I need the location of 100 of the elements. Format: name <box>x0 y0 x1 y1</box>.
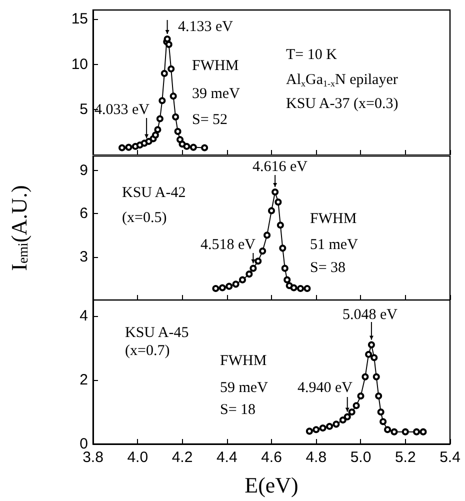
point <box>118 144 126 152</box>
annotation: 5.048 eV <box>342 307 398 323</box>
y-tick-label: 15 <box>71 10 88 28</box>
point <box>332 420 340 428</box>
point <box>377 408 384 416</box>
point <box>212 284 220 292</box>
point <box>402 428 409 436</box>
x-tick-label: 4.6 <box>261 449 282 466</box>
annotation: 4.033 eV <box>94 102 150 118</box>
point <box>319 424 326 432</box>
point <box>250 264 257 272</box>
annotation: KSU A-45 <box>125 325 189 341</box>
point <box>375 392 382 400</box>
annotation: 4.616 eV <box>252 159 308 175</box>
point <box>304 284 311 292</box>
y-tick-label: 4 <box>80 308 88 324</box>
point <box>352 402 360 410</box>
annotation: 59 meV <box>220 380 268 396</box>
point <box>370 354 378 362</box>
annotation: S= 38 <box>310 260 346 276</box>
annotation: (x=0.7) <box>125 343 170 359</box>
annotation: KSU A-42 <box>122 185 186 201</box>
point <box>268 207 275 214</box>
point <box>154 126 162 134</box>
point <box>183 142 190 150</box>
point <box>164 36 171 42</box>
point <box>232 280 240 288</box>
point <box>344 413 351 420</box>
point <box>165 40 172 48</box>
point <box>274 198 282 206</box>
point <box>384 426 392 434</box>
point <box>176 136 184 144</box>
point <box>264 232 271 239</box>
annotation: T= 10 K <box>286 47 338 63</box>
point <box>284 276 291 284</box>
annotation: 4.133 eV <box>178 19 234 35</box>
point <box>190 144 197 151</box>
point <box>290 284 298 292</box>
point <box>125 144 132 151</box>
point <box>172 113 180 120</box>
x-tick-label: 5.0 <box>350 449 372 466</box>
point <box>145 138 152 145</box>
annotation: FWHM <box>310 211 357 227</box>
point <box>368 341 375 348</box>
annotation: S= 18 <box>220 402 256 418</box>
point <box>326 422 334 430</box>
y-axis-title: Iemi(A.U.) <box>6 185 32 271</box>
point <box>372 373 380 380</box>
annotation: 39 meV <box>192 86 240 102</box>
annotation: S= 52 <box>192 112 228 128</box>
annotation: FWHM <box>220 353 267 369</box>
point <box>380 418 387 426</box>
point <box>160 70 168 77</box>
point <box>286 282 293 290</box>
annotation: (x=0.5) <box>122 210 167 226</box>
point <box>168 65 175 72</box>
point <box>152 132 159 139</box>
point <box>201 144 208 152</box>
point <box>339 416 346 424</box>
point <box>365 350 372 358</box>
y-tick-label: 3 <box>80 248 88 266</box>
x-tick-label: 4.4 <box>216 449 238 466</box>
x-axis-title: E(eV) <box>244 472 298 498</box>
point <box>158 97 166 104</box>
y-tick-label: 10 <box>71 56 88 73</box>
point <box>390 428 398 436</box>
point <box>281 264 288 272</box>
point <box>420 428 427 436</box>
y-tick-label: 9 <box>80 162 88 179</box>
point <box>156 115 164 122</box>
point <box>226 282 233 290</box>
point <box>218 284 226 292</box>
point <box>254 258 262 265</box>
point <box>272 188 279 196</box>
point <box>357 392 364 400</box>
point <box>413 428 420 436</box>
y-tick-label: 5 <box>80 101 88 118</box>
x-tick-label: 4.0 <box>127 449 148 466</box>
annotation: 4.940 eV <box>298 380 353 396</box>
y-tick-label: 6 <box>80 205 88 222</box>
point <box>279 244 286 252</box>
x-tick-label: 5.4 <box>440 449 460 466</box>
annotation: FWHM <box>192 58 239 74</box>
x-tick-label: 5.2 <box>394 449 416 466</box>
y-tick-label: 2 <box>80 372 88 388</box>
point <box>170 92 177 100</box>
annotation: 4.518 eV <box>200 237 256 253</box>
point <box>312 426 320 434</box>
annotation: KSU A-37 (x=0.3) <box>286 96 398 112</box>
annotation: 51 meV <box>310 237 358 253</box>
x-tick-label: 4.2 <box>172 449 193 466</box>
point <box>259 248 266 255</box>
point <box>297 284 304 292</box>
point <box>174 128 182 135</box>
point <box>276 222 284 229</box>
x-tick-label: 4.8 <box>306 449 327 466</box>
point <box>239 276 246 284</box>
point <box>348 408 356 416</box>
point <box>246 270 253 278</box>
point <box>362 373 369 380</box>
